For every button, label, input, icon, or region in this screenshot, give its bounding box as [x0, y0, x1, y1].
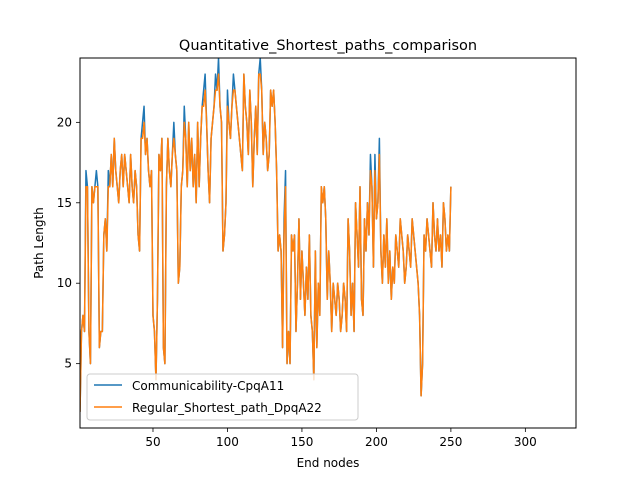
x-tick-label: 200	[365, 435, 388, 449]
x-tick-label: 100	[216, 435, 239, 449]
y-tick-label: 5	[64, 357, 72, 371]
y-axis-label: Path Length	[32, 207, 46, 279]
x-tick-label: 50	[145, 435, 160, 449]
x-tick-label: 300	[514, 435, 537, 449]
legend-label-regular-shortest-path: Regular_Shortest_path_DpqA22	[132, 401, 322, 415]
legend-box	[86, 373, 359, 421]
plot-frame	[79, 57, 577, 429]
y-tick-label: 10	[57, 276, 72, 290]
x-tick-label: 150	[290, 435, 313, 449]
y-axis: 5 10 15 20	[57, 115, 80, 371]
x-tick-label: 250	[439, 435, 462, 449]
series-layer	[80, 58, 452, 412]
x-axis-label: End nodes	[297, 456, 360, 470]
legend: Communicability-CpqA11 Regular_Shortest_…	[86, 373, 359, 421]
y-tick-label: 20	[57, 115, 72, 129]
legend-label-communicability: Communicability-CpqA11	[132, 379, 284, 393]
chart-title: Quantitative_Shortest_paths_comparison	[179, 38, 477, 54]
series-line-1	[80, 73, 452, 412]
x-axis: 50 100 150 200 250 300	[145, 428, 537, 449]
y-tick-label: 15	[57, 196, 72, 210]
